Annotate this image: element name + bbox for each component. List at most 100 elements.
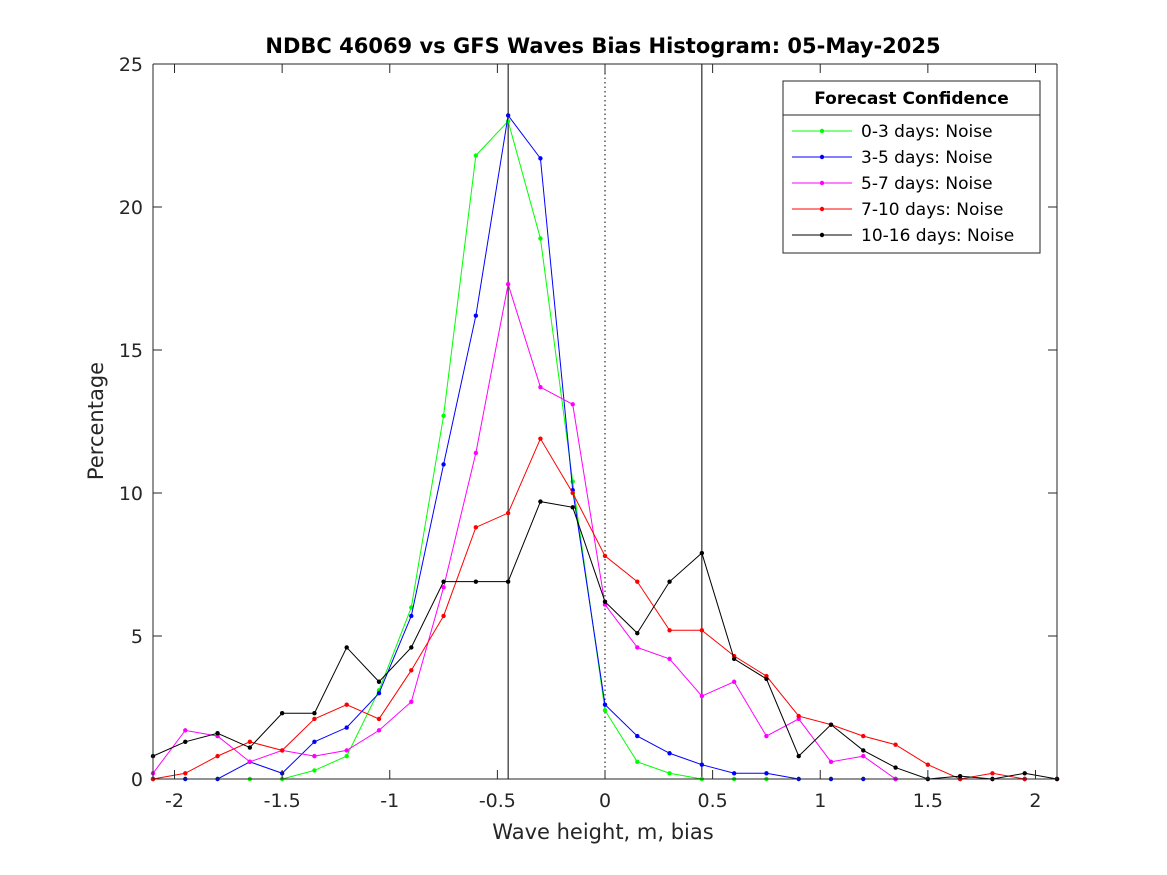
x-tick-label-4: 0: [599, 790, 611, 812]
data-point-s2-21: [828, 759, 834, 765]
data-point-s4-25: [957, 773, 963, 779]
data-point-s3-4: [279, 748, 285, 753]
data-point-s4-13: [570, 505, 575, 510]
data-point-s1-8: [409, 613, 414, 619]
x-tick-label-0: -2: [165, 790, 184, 812]
x-tick-label-8: 2: [1029, 790, 1041, 812]
legend-marker-1: [819, 154, 825, 160]
data-point-s3-9: [441, 613, 446, 619]
x-tick-label-2: -1: [380, 790, 399, 812]
data-point-s4-20: [796, 753, 801, 759]
data-point-s3-22: [861, 733, 866, 739]
legend-label-3: 7-10 days: Noise: [861, 200, 1003, 220]
data-point-s4-27: [1022, 771, 1027, 776]
data-point-s4-17: [699, 550, 705, 556]
data-point-s3-14: [602, 553, 608, 559]
data-point-s3-24: [925, 762, 931, 767]
data-point-s4-10: [473, 579, 479, 584]
x-tick-label-3: -0.5: [479, 790, 516, 812]
data-point-s0-5: [312, 768, 317, 773]
data-point-s0-14: [602, 708, 608, 713]
data-point-s0-10: [473, 153, 479, 158]
y-tick-label-1: 5: [131, 626, 143, 648]
data-point-s3-11: [505, 510, 511, 516]
data-point-s0-9: [441, 413, 446, 418]
data-point-s1-16: [667, 751, 672, 756]
data-point-s3-6: [344, 702, 349, 707]
data-point-s4-7: [376, 679, 382, 684]
data-point-s1-12: [538, 156, 543, 161]
data-point-s2-15: [635, 645, 640, 650]
data-point-s4-19: [764, 676, 769, 682]
legend: Forecast Confidence 0-3 days: Noise 3-5 da…: [782, 80, 1041, 254]
data-point-s2-12: [538, 384, 543, 390]
y-tick-label-0: 0: [131, 769, 143, 791]
data-point-s2-1: [183, 728, 188, 733]
legend-marker-2: [819, 180, 825, 186]
data-point-s2-17: [699, 693, 705, 699]
data-point-s4-23: [893, 765, 898, 770]
data-point-s4-21: [828, 722, 834, 727]
legend-marker-4: [819, 232, 825, 238]
data-point-s4-1: [183, 739, 188, 745]
data-point-s1-15: [635, 733, 640, 739]
data-point-s2-18: [731, 679, 737, 684]
data-point-s1-18: [731, 771, 737, 776]
legend-title: Forecast Confidence: [814, 89, 1009, 109]
data-point-s3-15: [635, 579, 640, 584]
data-point-s2-11: [505, 282, 511, 287]
data-point-s4-9: [441, 579, 446, 584]
legend-label-4: 10-16 days: Noise: [861, 226, 1014, 246]
data-point-s4-14: [602, 599, 608, 604]
legend-label-0: 0-3 days: Noise: [861, 122, 993, 142]
data-point-s2-8: [409, 699, 414, 704]
legend-marker-0: [819, 128, 825, 134]
data-point-s4-2: [215, 731, 220, 736]
data-point-s2-6: [344, 748, 349, 753]
data-point-s0-6: [344, 753, 349, 759]
chart-title: NDBC 46069 vs GFS Waves Bias Histogram: …: [265, 34, 940, 58]
y-tick-label-2: 10: [119, 483, 143, 505]
legend-label-1: 3-5 days: Noise: [861, 148, 993, 168]
data-point-s3-16: [667, 628, 672, 633]
data-point-s4-22: [861, 748, 866, 753]
data-point-s1-11: [505, 113, 511, 118]
data-point-s4-11: [505, 579, 511, 584]
data-point-s0-12: [538, 236, 543, 241]
data-point-s4-18: [731, 656, 737, 662]
data-point-s3-8: [409, 668, 414, 673]
legend-marker-3: [819, 206, 825, 212]
data-point-s3-17: [699, 628, 705, 633]
data-point-s1-7: [376, 691, 382, 696]
data-point-s3-7: [376, 716, 382, 722]
data-point-s3-23: [893, 742, 898, 747]
data-point-s0-13: [570, 479, 575, 484]
data-point-s1-5: [312, 739, 317, 745]
data-point-s4-5: [312, 711, 317, 716]
data-point-s0-16: [667, 771, 672, 776]
x-axis-label: Wave height, m, bias: [492, 820, 713, 844]
data-point-s2-13: [570, 402, 575, 407]
x-tick-label-5: 0.5: [698, 790, 728, 812]
x-tick-label-1: -1.5: [264, 790, 301, 812]
data-point-s1-10: [473, 313, 479, 318]
x-tick-label-6: 1: [814, 790, 826, 812]
y-tick-label-5: 25: [119, 54, 143, 76]
y-tick-label-4: 20: [119, 197, 143, 219]
data-point-s4-15: [635, 630, 640, 636]
data-point-s3-26: [990, 771, 995, 776]
data-point-s3-10: [473, 525, 479, 530]
data-point-s1-9: [441, 462, 446, 467]
data-point-s3-1: [183, 771, 188, 776]
data-point-s3-12: [538, 436, 543, 441]
data-point-s4-16: [667, 579, 672, 584]
data-point-s1-14: [602, 702, 608, 707]
data-point-s2-7: [376, 728, 382, 733]
x-tick-label-7: 1.5: [913, 790, 943, 812]
data-point-s2-10: [473, 450, 479, 456]
data-point-s4-12: [538, 499, 543, 504]
data-point-s2-9: [441, 585, 446, 590]
data-point-s3-5: [312, 716, 317, 722]
y-tick-label-3: 15: [119, 340, 143, 362]
